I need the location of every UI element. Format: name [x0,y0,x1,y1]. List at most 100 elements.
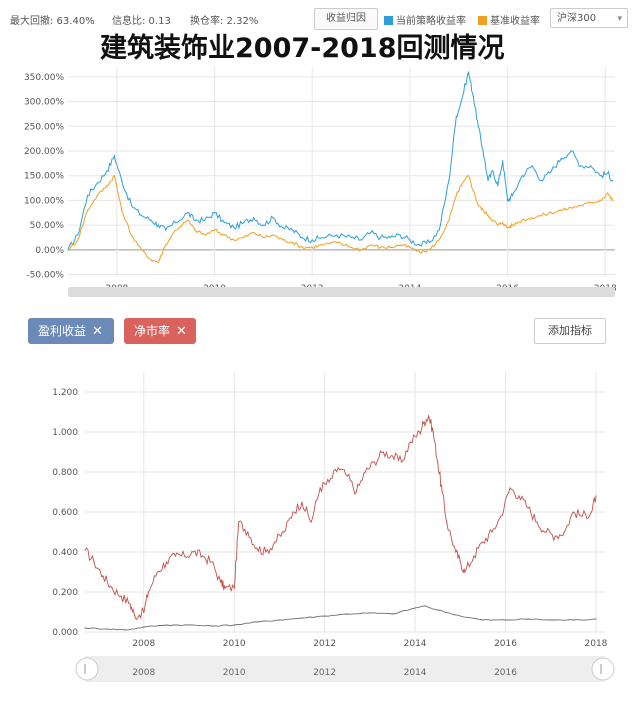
max-drawdown-stat: 最大回撤: 63.40% [10,16,95,27]
slider-tick-label: 2016 [494,668,517,678]
data-point [111,587,113,589]
series-line-profit [84,605,597,631]
data-point [113,175,115,177]
data-point [187,219,189,221]
data-point [147,591,149,593]
data-point [84,549,86,551]
data-point [467,71,470,73]
data-point [262,224,264,226]
data-point [506,199,509,202]
data-point [156,571,158,573]
x-tick-label: 2016 [494,639,517,649]
data-point [192,551,195,553]
close-icon[interactable]: ✕ [92,324,103,339]
profit-yield-chip[interactable]: 盈利收益 ✕ [28,318,114,344]
returns-chart: -50.00% 0.00% 50.00% 100.00% 150.00% 200.00% 2… [24,67,617,297]
data-point [536,521,538,523]
data-point [432,431,434,433]
data-point [204,219,206,221]
data-point [509,487,511,489]
data-point [211,561,213,563]
top-bar: 最大回撤: 63.40% 信息比: 0.13 换仓率: 2.32% 收益归因 当… [0,8,640,30]
slider-tick-label: 2008 [132,668,155,678]
data-point [157,261,159,263]
data-point [570,150,572,152]
data-point [437,609,439,611]
data-point [521,175,523,177]
data-point [389,246,391,248]
data-point [572,511,574,513]
data-point [428,249,431,251]
data-point [140,214,142,216]
data-point [550,170,553,172]
data-point [460,100,462,103]
data-point [482,619,484,621]
data-point [482,150,484,152]
data-point [252,231,255,234]
data-point [165,229,167,231]
data-point [459,561,461,563]
data-point [438,229,440,231]
range-handle-right[interactable] [591,657,615,681]
add-indicator-button[interactable]: 添加指标 [534,318,606,344]
data-point [389,236,391,239]
benchmark-select[interactable]: 沪深300 ▾ [550,8,628,28]
data-point [500,515,502,517]
data-point [455,115,457,118]
data-point [301,617,303,619]
data-point [223,222,225,224]
data-point [86,209,89,211]
data-point [419,431,421,433]
data-point [607,172,609,174]
turnover-stat: 换仓率: 2.32% [190,16,259,27]
legend-strategy[interactable]: 当前策略收益率 [384,12,466,27]
slider-tick-label: 2014 [404,668,427,678]
data-point [477,204,479,206]
data-point [360,249,362,251]
attribution-button[interactable]: 收益归因 [314,8,378,30]
data-point [464,571,466,573]
data-point [541,180,543,182]
data-point [491,531,493,533]
data-point [428,241,431,244]
data-point [233,239,235,241]
data-point [328,481,330,483]
legend-benchmark-label: 基准收益率 [490,16,540,27]
data-point [550,212,553,214]
data-point [143,626,145,628]
range-handle-left[interactable] [75,657,99,681]
data-point [382,451,385,453]
data-point [589,165,592,167]
data-point [96,182,98,184]
data-point [370,231,372,234]
data-point [482,541,484,543]
x-tick-label: 2012 [313,639,336,649]
data-point [414,607,416,609]
data-point [243,236,245,239]
data-point [550,619,552,621]
data-point [220,581,222,583]
data-point [150,219,152,221]
data-point [201,555,204,557]
data-point [350,246,352,248]
slider-tick-label: 2010 [223,668,246,678]
data-point [350,236,352,239]
data-point [120,595,122,597]
legend-benchmark[interactable]: 基准收益率 [478,12,540,27]
data-point [373,461,375,463]
data-point [506,226,509,229]
data-point [321,244,323,246]
data-point [423,605,425,607]
data-point [563,531,565,533]
x-tick-label: 2018 [585,639,608,649]
pb-ratio-chip[interactable]: 净市率 ✕ [124,318,196,344]
range-navigator [68,287,615,297]
data-point [292,229,294,231]
close-icon[interactable]: ✕ [176,324,187,339]
data-point [589,202,592,204]
y-tick-label: 1.000 [52,428,78,438]
data-point [611,199,614,202]
data-point [336,234,338,236]
data-point [121,209,123,211]
data-point [187,212,189,214]
